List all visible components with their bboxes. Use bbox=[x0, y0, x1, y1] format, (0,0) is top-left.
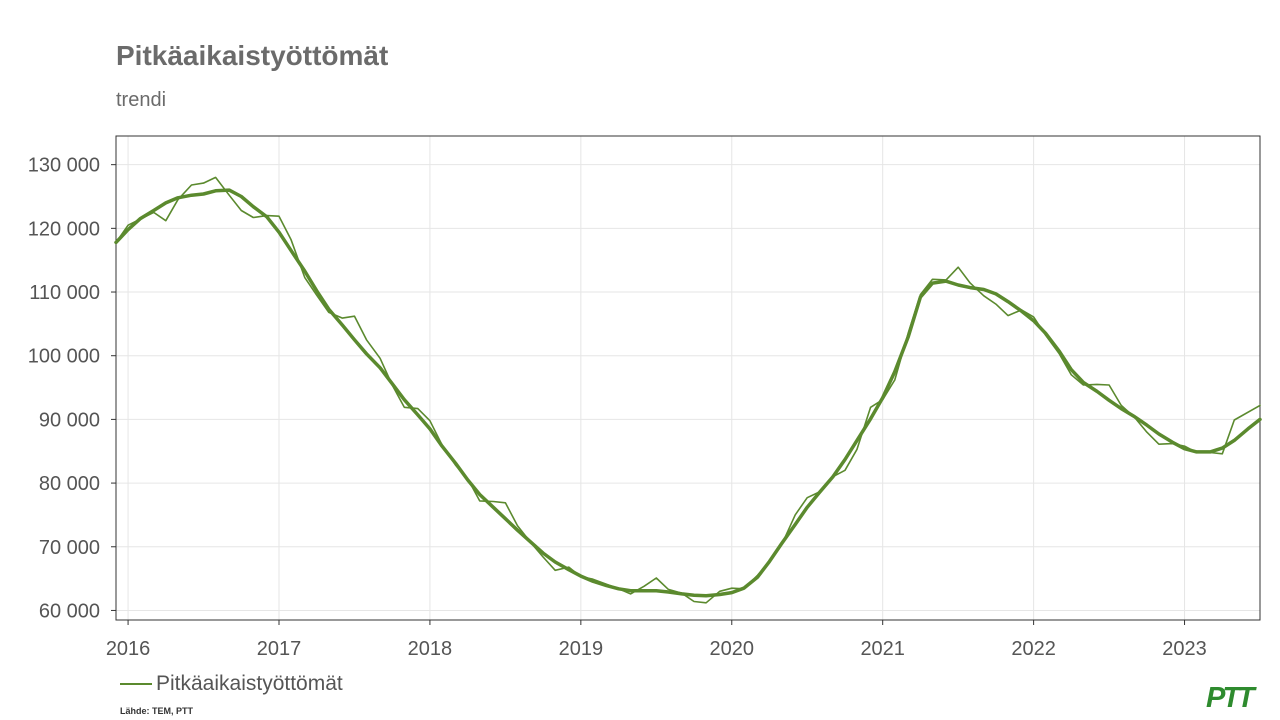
chart-legend: Pitkäaikaistyöttömät bbox=[120, 672, 343, 696]
x-tick-label: 2019 bbox=[559, 638, 604, 660]
series-line-thick bbox=[114, 188, 1262, 598]
y-tick-label: 70 000 bbox=[39, 537, 100, 559]
tick-layer: 60 000 70 000 80 000 90 000 100 000 110 000 12… bbox=[28, 155, 1207, 660]
y-tick-label: 120 000 bbox=[28, 218, 100, 240]
legend-swatch bbox=[120, 683, 152, 685]
x-tick-label: 2016 bbox=[106, 638, 151, 660]
chart-title: Pitkäaikaistyöttömät bbox=[116, 40, 389, 71]
x-tick-label: 2021 bbox=[860, 638, 905, 660]
y-tick-label: 110 000 bbox=[29, 282, 100, 304]
y-tick-label: 60 000 bbox=[39, 600, 100, 622]
series-layer bbox=[114, 176, 1262, 604]
x-tick-label: 2020 bbox=[710, 638, 755, 660]
plot-frame bbox=[115, 135, 1261, 621]
y-tick-label: 80 000 bbox=[39, 473, 100, 495]
y-tick-label: 90 000 bbox=[39, 409, 100, 431]
grid-layer bbox=[116, 136, 1260, 620]
series-line-thin bbox=[115, 176, 1261, 604]
chart-subtitle: trendi bbox=[116, 89, 167, 111]
source-note: Lähde: TEM, PTT bbox=[120, 706, 193, 716]
y-tick-label: 130 000 bbox=[28, 155, 100, 177]
x-tick-label: 2022 bbox=[1011, 638, 1056, 660]
x-tick-label: 2018 bbox=[408, 638, 453, 660]
x-tick-label: 2023 bbox=[1162, 638, 1207, 660]
y-tick-label: 100 000 bbox=[28, 346, 100, 368]
legend-label: Pitkäaikaistyöttömät bbox=[156, 672, 343, 695]
ptt-logo: PTT bbox=[1206, 682, 1255, 714]
x-tick-label: 2017 bbox=[257, 638, 302, 660]
